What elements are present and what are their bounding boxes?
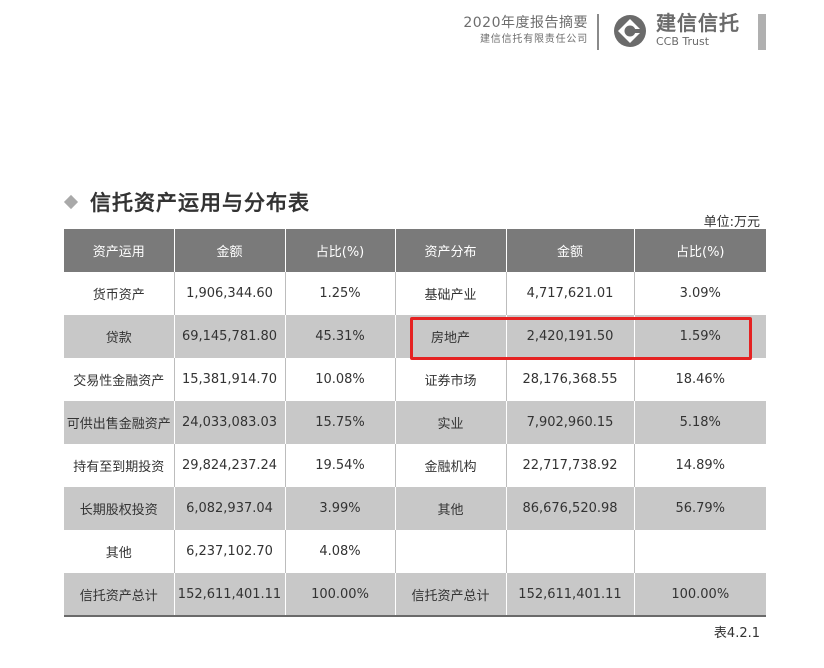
table-header-row: 资产运用 金额 占比(%) 资产分布 金额 占比(%) [64, 229, 766, 272]
logo-english-name: CCB Trust [656, 35, 710, 48]
table-cell: 信托资产总计 [395, 573, 507, 617]
table-cell: 152,611,401.11 [506, 573, 635, 617]
table-row: 可供出售金融资产 24,033,083.03 15.75% 实业 7,902,9… [64, 401, 766, 444]
table-cell: 15,381,914.70 [174, 358, 286, 401]
table-cell: 可供出售金融资产 [64, 401, 175, 444]
table-row: 持有至到期投资 29,824,237.24 19.54% 金融机构 22,717… [64, 444, 766, 487]
diamond-bullet-icon [63, 194, 79, 210]
table-cell: 18.46% [634, 358, 766, 401]
report-title: 2020年度报告摘要 [463, 15, 588, 31]
table-total-row: 信托资产总计 152,611,401.11 100.00% 信托资产总计 152… [64, 573, 766, 617]
header-amount-distribution: 金额 [506, 229, 635, 272]
table-row: 贷款 69,145,781.80 45.31% 房地产 2,420,191.50… [64, 315, 766, 358]
table-cell: 6,237,102.70 [174, 530, 286, 573]
header-amount-usage: 金额 [174, 229, 286, 272]
company-name: 建信信托有限责任公司 [480, 34, 588, 45]
table-cell: 交易性金融资产 [64, 358, 175, 401]
table-cell: 3.09% [634, 272, 766, 315]
table-cell: 信托资产总计 [64, 573, 175, 617]
logo-chinese-name: 建信信托 [656, 11, 740, 35]
header-ratio-distribution: 占比(%) [634, 229, 766, 272]
table-cell: 其他 [395, 487, 507, 530]
table-cell: 29,824,237.24 [174, 444, 286, 487]
table-cell: 28,176,368.55 [506, 358, 635, 401]
table-cell: 2,420,191.50 [506, 315, 635, 358]
table-cell: 45.31% [285, 315, 396, 358]
header-divider [597, 14, 599, 50]
table-cell [634, 530, 766, 573]
table-row: 其他 6,237,102.70 4.08% [64, 530, 766, 573]
ccb-logo-icon [614, 14, 646, 47]
table-cell: 22,717,738.92 [506, 444, 635, 487]
table-cell: 4,717,621.01 [506, 272, 635, 315]
table-cell: 基础产业 [395, 272, 507, 315]
table-cell: 19.54% [285, 444, 396, 487]
table-cell: 100.00% [634, 573, 766, 617]
real-estate-highlight-box [410, 317, 752, 360]
table-cell: 金融机构 [395, 444, 507, 487]
table-cell: 14.89% [634, 444, 766, 487]
table-cell: 86,676,520.98 [506, 487, 635, 530]
table-number: 表4.2.1 [713, 626, 760, 641]
unit-label: 单位:万元 [703, 215, 760, 230]
table-cell: 152,611,401.11 [174, 573, 286, 617]
table-cell: 实业 [395, 401, 507, 444]
table-cell: 其他 [64, 530, 175, 573]
table-cell: 100.00% [285, 573, 396, 617]
section-title: 信托资产运用与分布表 [63, 187, 310, 217]
table-cell: 15.75% [285, 401, 396, 444]
table-cell [395, 530, 507, 573]
trust-asset-table: 资产运用 金额 占比(%) 资产分布 金额 占比(%) 货币资产 1,906,3… [64, 229, 766, 617]
table-cell: 1.59% [634, 315, 766, 358]
table-cell: 证券市场 [395, 358, 507, 401]
table-row: 货币资产 1,906,344.60 1.25% 基础产业 4,717,621.0… [64, 272, 766, 315]
table-cell: 24,033,083.03 [174, 401, 286, 444]
table-cell: 持有至到期投资 [64, 444, 175, 487]
table-cell [506, 530, 635, 573]
section-title-text: 信托资产运用与分布表 [90, 191, 310, 215]
table-cell: 5.18% [634, 401, 766, 444]
header-ratio-usage: 占比(%) [285, 229, 396, 272]
table-cell: 3.99% [285, 487, 396, 530]
table-cell: 长期股权投资 [64, 487, 175, 530]
report-header: 2020年度报告摘要 建信信托有限责任公司 [463, 14, 588, 47]
table-row: 长期股权投资 6,082,937.04 3.99% 其他 86,676,520.… [64, 487, 766, 530]
table-cell: 房地产 [395, 315, 507, 358]
table-cell: 69,145,781.80 [174, 315, 286, 358]
table-cell: 贷款 [64, 315, 175, 358]
header-asset-usage: 资产运用 [64, 229, 175, 272]
table-cell: 1.25% [285, 272, 396, 315]
table-row: 交易性金融资产 15,381,914.70 10.08% 证券市场 28,176… [64, 358, 766, 401]
header-accent-bar [758, 14, 766, 50]
ccb-trust-logo: 建信信托 CCB Trust [612, 12, 740, 49]
table-cell: 7,902,960.15 [506, 401, 635, 444]
table-cell: 1,906,344.60 [174, 272, 286, 315]
table-cell: 6,082,937.04 [174, 487, 286, 530]
table-cell: 货币资产 [64, 272, 175, 315]
table-cell: 10.08% [285, 358, 396, 401]
header-asset-distribution: 资产分布 [395, 229, 507, 272]
table-cell: 4.08% [285, 530, 396, 573]
table-cell: 56.79% [634, 487, 766, 530]
